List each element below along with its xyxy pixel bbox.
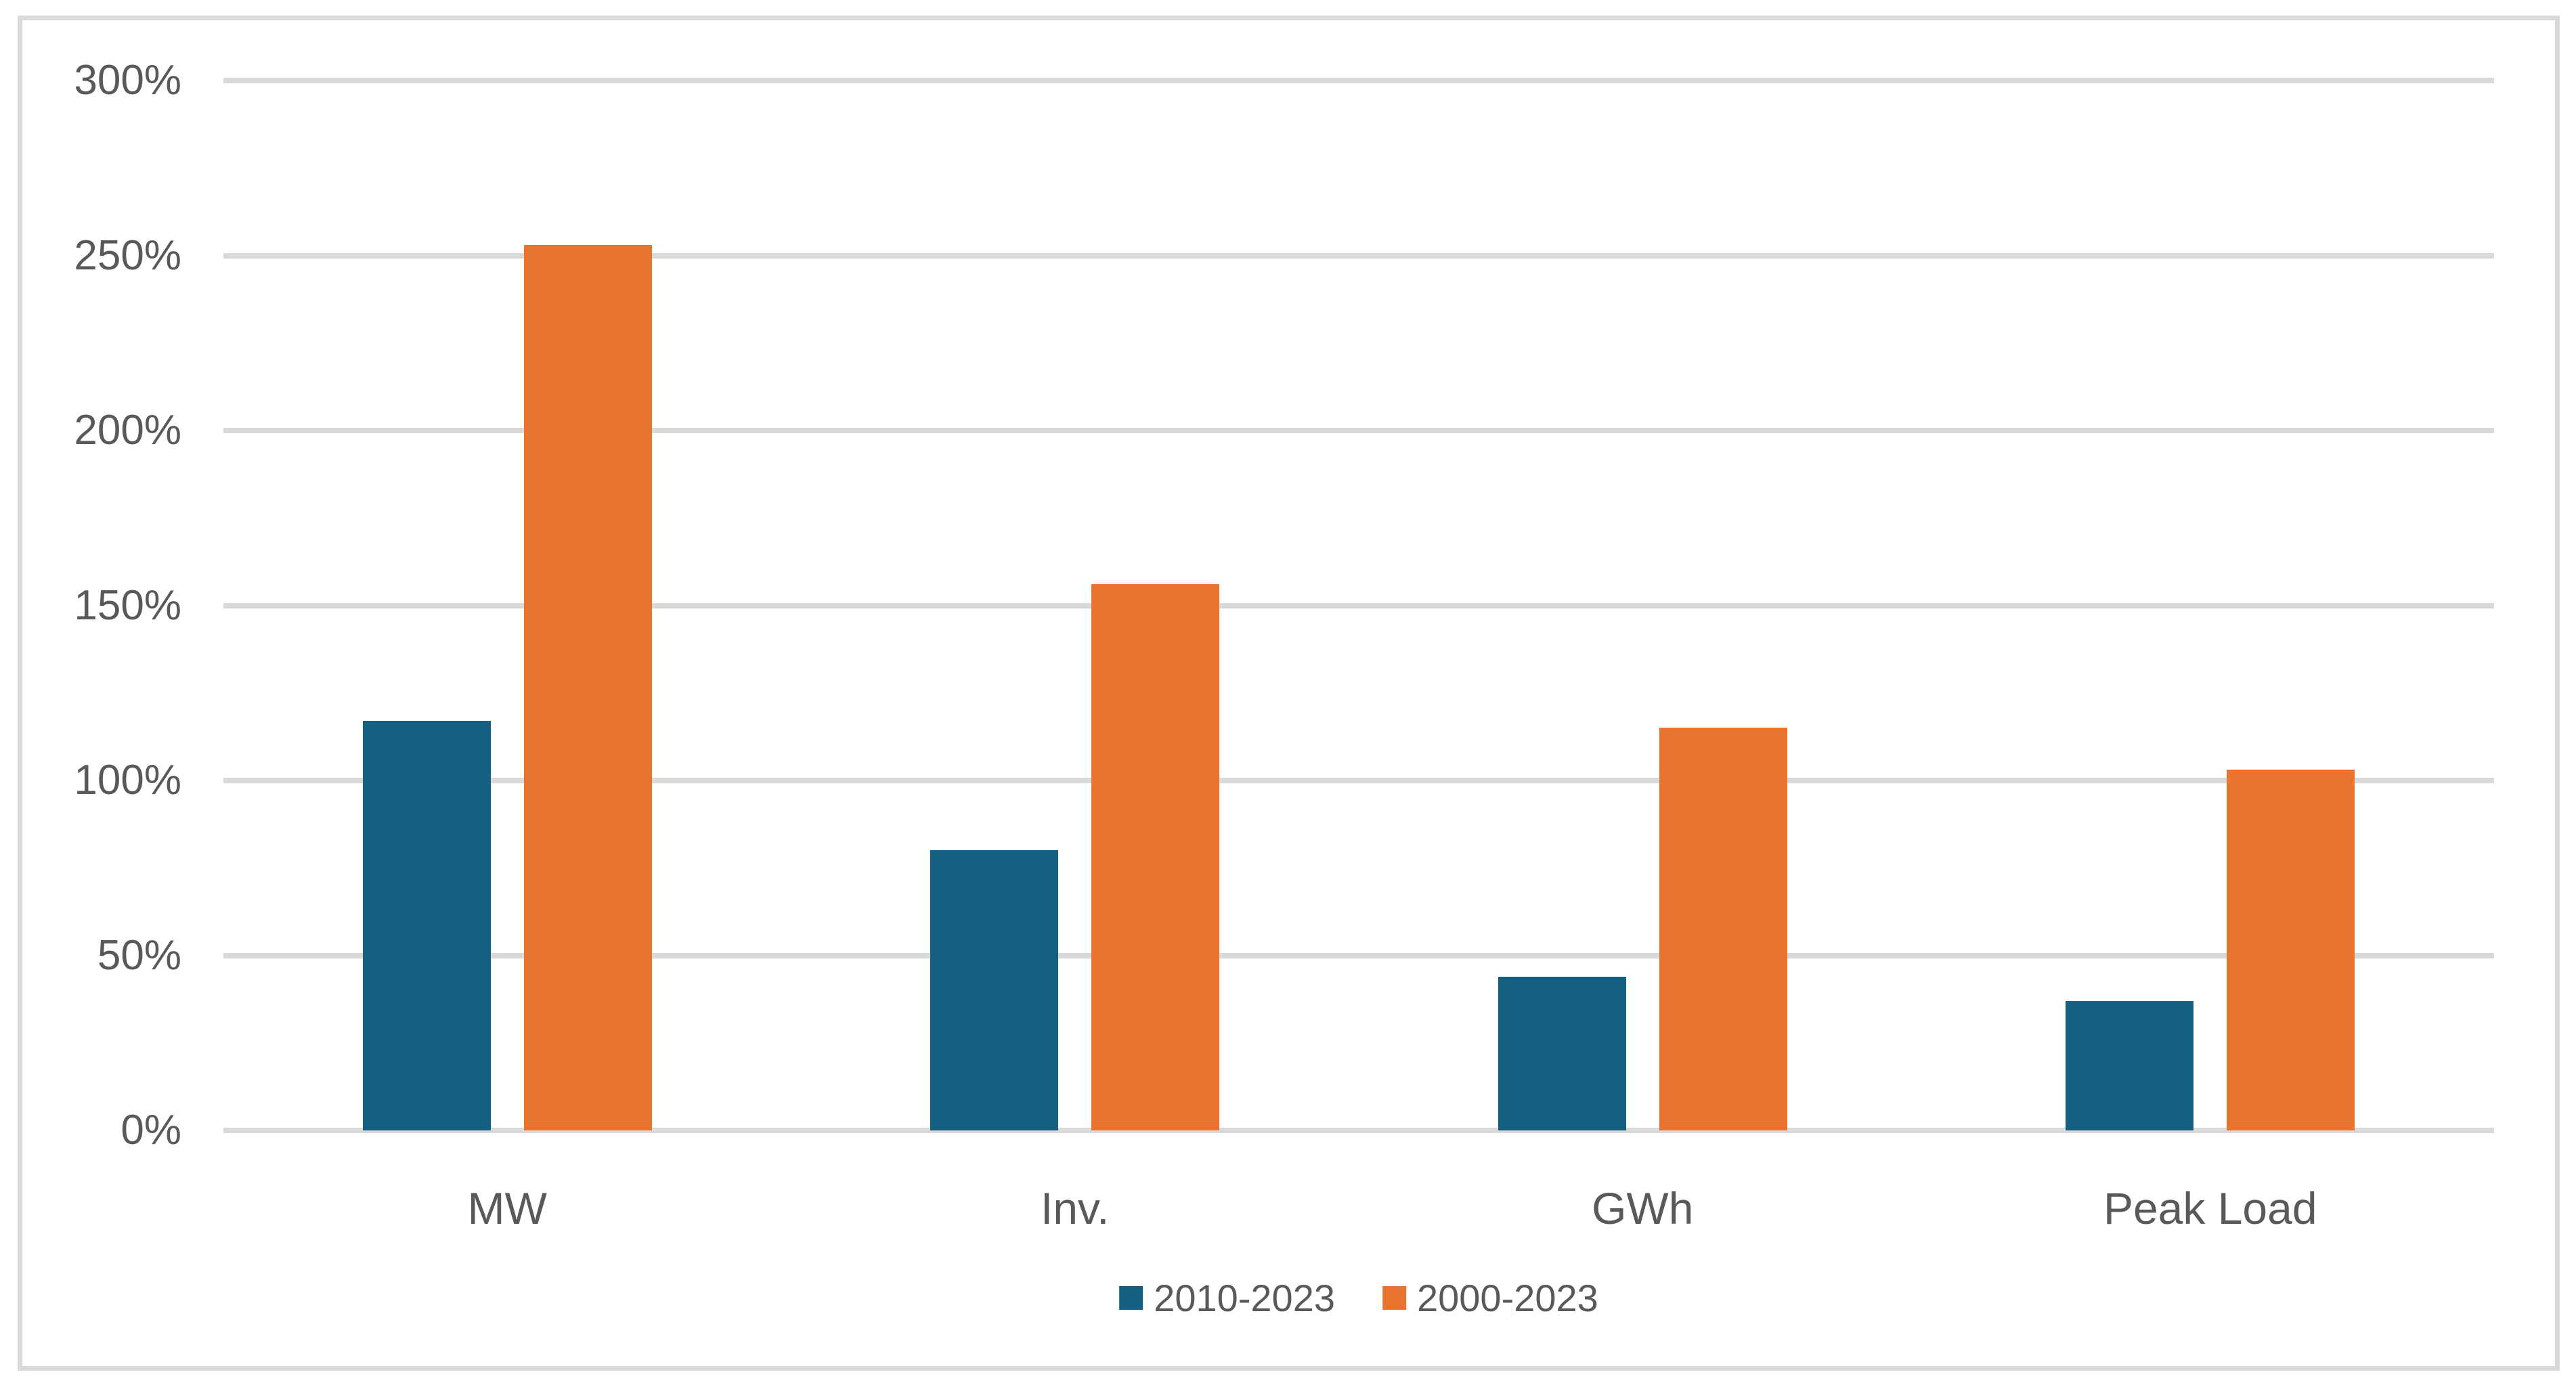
y-axis-tick-label: 50%: [97, 931, 181, 979]
gridline-250: [223, 252, 2494, 259]
gridline-50: [223, 952, 2494, 958]
gridline-300: [223, 78, 2494, 83]
y-axis-tick-label: 300%: [74, 57, 181, 104]
bar-2000-2023-mw: [523, 244, 652, 1130]
x-axis-category-label: GWh: [1592, 1183, 1694, 1233]
bar-2010-2023-peak-load: [2066, 1000, 2194, 1130]
gridline-100: [223, 778, 2494, 783]
y-axis-tick-label: 150%: [74, 581, 181, 629]
y-axis-tick-label: 0%: [121, 1107, 181, 1153]
legend-swatch-icon: [1382, 1286, 1406, 1310]
legend-label: 2000-2023: [1417, 1277, 1598, 1319]
legend: 2010-2023 2000-2023: [1119, 1276, 1598, 1320]
bar-2000-2023-peak-load: [2227, 770, 2355, 1130]
legend-swatch-icon: [1119, 1286, 1143, 1310]
bar-2010-2023-inv-: [930, 850, 1059, 1130]
y-axis-tick-label: 100%: [74, 757, 181, 803]
gridline-150: [223, 602, 2494, 609]
bar-2010-2023-gwh: [1498, 976, 1626, 1130]
gridline-200: [223, 428, 2494, 433]
bar-2000-2023-gwh: [1659, 728, 1787, 1130]
legend-item-2010-2023: 2010-2023: [1119, 1276, 1335, 1320]
gridline-0: [223, 1128, 2494, 1133]
legend-label: 2010-2023: [1154, 1277, 1335, 1319]
bar-2000-2023-inv-: [1091, 584, 1220, 1130]
y-axis-tick-label: 250%: [74, 232, 181, 279]
x-axis-category-label: Inv.: [1041, 1183, 1110, 1233]
legend-item-2000-2023: 2000-2023: [1382, 1276, 1598, 1320]
x-axis-category-label: MW: [467, 1183, 547, 1233]
bar-2010-2023-mw: [362, 721, 491, 1130]
y-axis-tick-label: 200%: [74, 407, 181, 454]
x-axis-category-label: Peak Load: [2103, 1183, 2317, 1233]
chart-frame: [18, 16, 2560, 1371]
